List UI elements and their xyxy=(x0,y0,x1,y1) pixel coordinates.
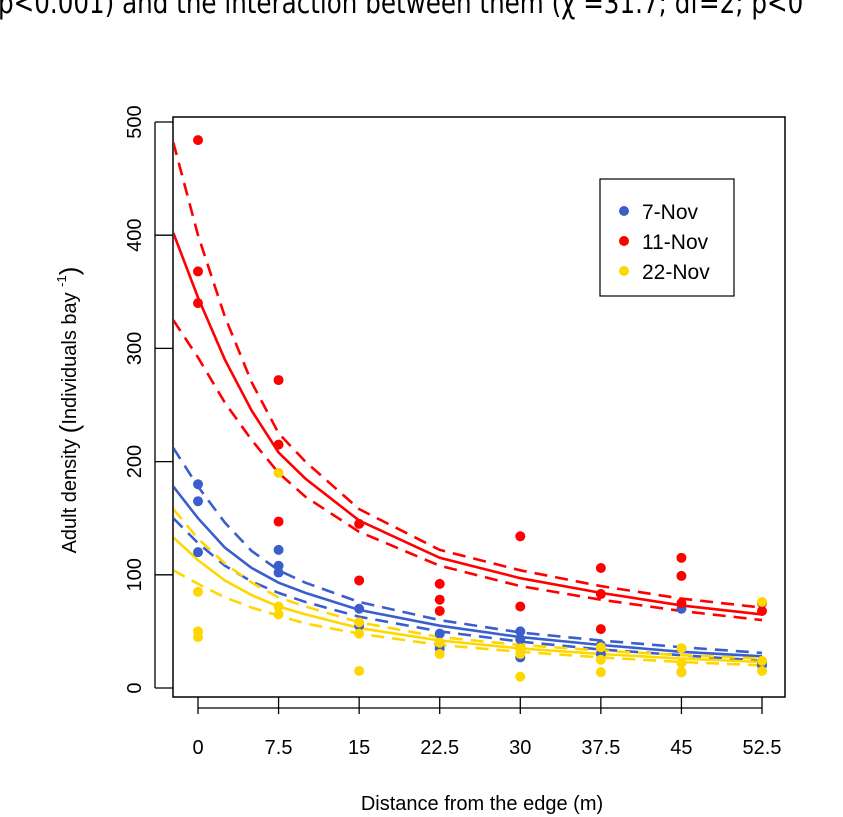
legend-marker xyxy=(619,236,629,246)
y-axis: 0 100 200 300 400 500 xyxy=(124,105,173,694)
x-tick-label: 37.5 xyxy=(581,737,620,759)
legend-label: 11-Nov xyxy=(642,231,709,254)
y-axis-title: Adult density (Individuals bay -1) xyxy=(54,267,84,554)
data-point xyxy=(273,375,284,386)
data-point xyxy=(434,578,445,589)
data-point xyxy=(193,586,203,597)
data-point xyxy=(273,601,284,612)
data-point xyxy=(676,598,687,609)
x-tick-label: 52.5 xyxy=(743,737,782,759)
data-point xyxy=(434,637,445,648)
data-point xyxy=(193,479,203,490)
plot-frame xyxy=(172,116,786,698)
y-tick-label: 200 xyxy=(124,445,146,478)
data-point xyxy=(273,567,284,578)
x-axis-title: Distance from the edge (m) xyxy=(361,793,603,815)
data-point xyxy=(757,596,768,607)
x-tick-label: 22.5 xyxy=(420,737,459,759)
data-point xyxy=(676,570,687,581)
legend-marker xyxy=(619,266,629,276)
legend-label: 22-Nov xyxy=(642,261,710,284)
ci-upper-line xyxy=(174,142,763,609)
data-point xyxy=(354,575,365,586)
data-point xyxy=(434,606,445,617)
ci-lower-line xyxy=(174,319,763,622)
data-point xyxy=(676,643,687,654)
data-point xyxy=(757,666,768,677)
fit-line xyxy=(174,536,763,664)
caption-text: p<0.001) and the interaction between the… xyxy=(0,0,804,21)
data-point xyxy=(273,439,284,450)
data-point xyxy=(757,606,768,617)
data-point xyxy=(193,632,203,643)
data-point xyxy=(354,666,365,677)
plot-area xyxy=(174,135,768,682)
data-point xyxy=(354,603,365,614)
fit-line xyxy=(174,485,763,658)
data-point xyxy=(193,266,203,277)
data-point xyxy=(595,624,606,635)
y-tick-label: 400 xyxy=(124,219,146,252)
y-tick-label: 0 xyxy=(124,682,146,693)
data-point xyxy=(595,654,606,665)
x-tick-label: 30 xyxy=(509,737,531,759)
ci-upper-line xyxy=(174,508,763,660)
fit-line xyxy=(174,232,763,616)
data-point xyxy=(193,298,203,309)
data-point xyxy=(515,601,526,612)
x-tick-label: 7.5 xyxy=(265,737,293,759)
data-point xyxy=(515,531,526,542)
data-point xyxy=(515,671,526,682)
data-point xyxy=(273,467,284,478)
data-point xyxy=(434,594,445,605)
data-point xyxy=(193,547,203,558)
data-point xyxy=(434,649,445,660)
data-point xyxy=(273,609,284,620)
legend: 7-Nov 11-Nov 22-Nov xyxy=(599,178,735,297)
ci-lower-line xyxy=(174,517,763,663)
data-point xyxy=(515,649,526,660)
y-axis-title-main: Adult density xyxy=(59,433,81,553)
y-tick-label: 100 xyxy=(124,558,146,591)
y-tick-label: 500 xyxy=(124,105,146,138)
legend-label: 7-Nov xyxy=(642,201,699,224)
y-tick-label: 300 xyxy=(124,332,146,365)
legend-marker xyxy=(619,206,629,216)
data-point xyxy=(193,496,203,507)
x-tick-label: 15 xyxy=(348,737,370,759)
data-point xyxy=(515,634,526,645)
data-point xyxy=(434,628,445,639)
data-point xyxy=(757,655,768,666)
data-point xyxy=(273,544,284,555)
data-point xyxy=(595,563,606,574)
data-point xyxy=(595,667,606,678)
x-axis: 0 7.5 15 22.5 30 37.5 45 52.5 xyxy=(192,697,781,759)
data-point xyxy=(354,518,365,529)
data-point xyxy=(676,552,687,563)
data-point xyxy=(193,135,203,146)
ci-lower-line xyxy=(174,569,763,667)
data-point xyxy=(595,642,606,653)
x-tick-label: 45 xyxy=(670,737,692,759)
data-point xyxy=(273,516,284,527)
x-tick-label: 0 xyxy=(192,737,203,759)
ci-upper-line xyxy=(174,447,763,655)
data-point xyxy=(354,617,365,628)
data-point xyxy=(354,628,365,639)
data-point xyxy=(676,658,687,669)
data-point xyxy=(676,667,687,678)
data-point xyxy=(515,626,526,637)
data-point xyxy=(595,589,606,600)
